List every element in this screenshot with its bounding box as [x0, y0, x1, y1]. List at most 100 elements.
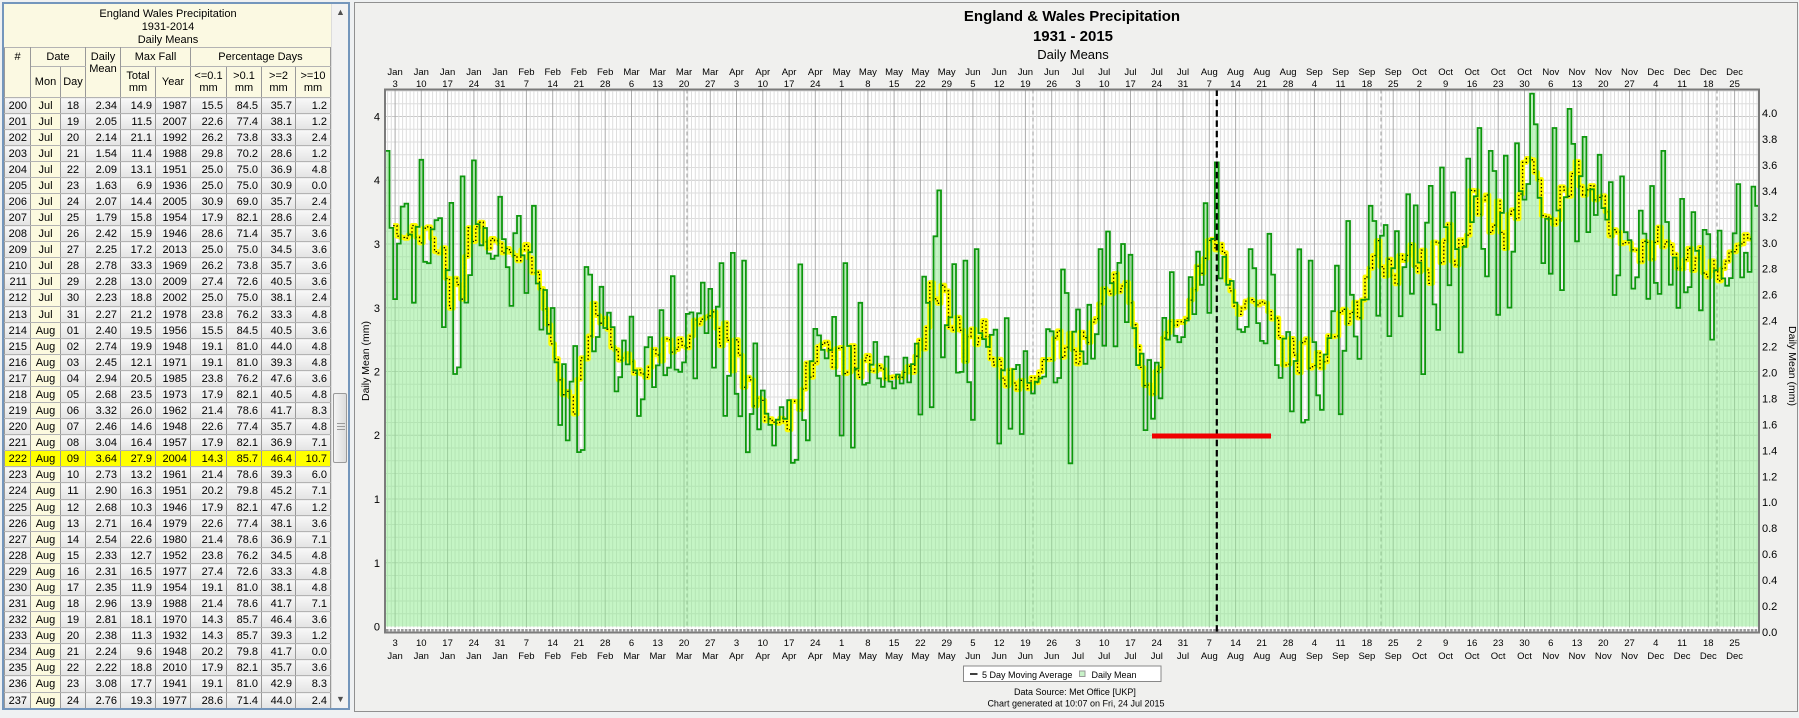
svg-text:24: 24 [1152, 79, 1163, 90]
svg-text:15: 15 [889, 79, 900, 90]
svg-text:27: 27 [1624, 638, 1635, 649]
svg-text:27: 27 [1624, 79, 1635, 90]
svg-text:Jun: Jun [1044, 651, 1059, 662]
svg-text:Apr: Apr [782, 651, 797, 662]
svg-text:1.6: 1.6 [1762, 419, 1777, 431]
svg-text:Mar: Mar [676, 67, 692, 78]
svg-text:30: 30 [1519, 638, 1530, 649]
svg-text:25: 25 [1388, 79, 1399, 90]
svg-text:Jul: Jul [1098, 651, 1110, 662]
svg-text:20: 20 [1598, 79, 1609, 90]
svg-text:2.6: 2.6 [1762, 290, 1777, 302]
svg-text:2: 2 [374, 430, 380, 442]
svg-text:Apr: Apr [755, 651, 770, 662]
svg-text:Jun: Jun [1044, 67, 1059, 78]
svg-text:Nov: Nov [1595, 67, 1612, 78]
svg-text:4: 4 [374, 112, 380, 124]
svg-text:2.8: 2.8 [1762, 264, 1777, 276]
svg-text:May: May [833, 651, 851, 662]
svg-text:Sep: Sep [1306, 67, 1323, 78]
svg-text:24: 24 [469, 638, 480, 649]
svg-text:Feb: Feb [545, 651, 561, 662]
svg-text:Jul: Jul [1072, 651, 1084, 662]
svg-text:May: May [938, 67, 956, 78]
svg-text:27: 27 [705, 79, 716, 90]
svg-text:Nov: Nov [1595, 651, 1612, 662]
svg-text:Jun: Jun [992, 67, 1007, 78]
svg-text:10: 10 [758, 638, 769, 649]
svg-text:2: 2 [374, 367, 380, 379]
svg-text:Oct: Oct [1491, 67, 1506, 78]
svg-text:Apr: Apr [729, 651, 744, 662]
svg-text:1: 1 [374, 494, 380, 506]
svg-text:Oct: Oct [1491, 651, 1506, 662]
svg-text:25: 25 [1729, 79, 1740, 90]
svg-text:Oct: Oct [1438, 67, 1453, 78]
svg-text:17: 17 [784, 79, 795, 90]
svg-text:0.6: 0.6 [1762, 549, 1777, 561]
svg-text:Feb: Feb [518, 67, 534, 78]
svg-text:Daily Mean (mm): Daily Mean (mm) [360, 321, 372, 401]
svg-text:1: 1 [839, 79, 844, 90]
svg-text:11: 11 [1677, 79, 1687, 90]
svg-text:3: 3 [392, 638, 397, 649]
svg-text:May: May [938, 651, 956, 662]
svg-text:24: 24 [810, 79, 821, 90]
svg-text:6: 6 [629, 79, 634, 90]
svg-text:19: 19 [1020, 79, 1031, 90]
svg-text:22: 22 [915, 638, 926, 649]
svg-text:Oct: Oct [1465, 67, 1480, 78]
svg-text:4: 4 [1312, 638, 1317, 649]
svg-text:Daily Mean: Daily Mean [1092, 670, 1137, 680]
svg-text:Daily Means: Daily Means [1037, 47, 1109, 62]
svg-text:Feb: Feb [597, 67, 613, 78]
svg-text:3.4: 3.4 [1762, 186, 1777, 198]
svg-text:1.0: 1.0 [1762, 497, 1777, 509]
svg-text:Feb: Feb [571, 67, 587, 78]
svg-text:Aug: Aug [1201, 651, 1218, 662]
svg-text:Sep: Sep [1306, 651, 1323, 662]
svg-text:Dec: Dec [1726, 651, 1743, 662]
svg-text:Nov: Nov [1621, 651, 1638, 662]
svg-text:30: 30 [1519, 79, 1530, 90]
svg-text:21: 21 [1257, 79, 1268, 90]
svg-text:9: 9 [1443, 638, 1448, 649]
svg-text:3: 3 [1075, 79, 1080, 90]
svg-text:31: 31 [1178, 79, 1189, 90]
svg-text:26: 26 [1046, 638, 1057, 649]
svg-text:Mar: Mar [702, 651, 718, 662]
svg-text:13: 13 [652, 638, 663, 649]
svg-text:Aug: Aug [1253, 651, 1270, 662]
svg-text:Apr: Apr [808, 67, 823, 78]
svg-text:Jul: Jul [1151, 651, 1163, 662]
svg-text:24: 24 [1152, 638, 1163, 649]
svg-text:Aug: Aug [1253, 67, 1270, 78]
svg-text:Apr: Apr [782, 67, 797, 78]
svg-text:28: 28 [1283, 638, 1294, 649]
svg-text:10: 10 [758, 79, 769, 90]
svg-text:Apr: Apr [755, 67, 770, 78]
svg-text:2.0: 2.0 [1762, 368, 1777, 380]
svg-text:Dec: Dec [1700, 651, 1717, 662]
svg-text:17: 17 [1125, 638, 1136, 649]
svg-text:Mar: Mar [676, 651, 692, 662]
svg-text:Jun: Jun [992, 651, 1007, 662]
svg-text:3: 3 [1075, 638, 1080, 649]
svg-text:0.0: 0.0 [1762, 627, 1777, 639]
svg-text:Oct: Oct [1412, 651, 1427, 662]
svg-text:0.2: 0.2 [1762, 601, 1777, 613]
svg-text:Jan: Jan [414, 651, 429, 662]
svg-text:13: 13 [652, 79, 663, 90]
svg-text:3.6: 3.6 [1762, 160, 1777, 172]
svg-text:Jul: Jul [1124, 67, 1136, 78]
svg-text:Oct: Oct [1465, 651, 1480, 662]
svg-text:Jul: Jul [1124, 651, 1136, 662]
svg-text:Jan: Jan [492, 651, 507, 662]
svg-text:3.2: 3.2 [1762, 212, 1777, 224]
svg-text:31: 31 [495, 638, 506, 649]
svg-text:18: 18 [1362, 79, 1373, 90]
svg-text:May: May [911, 67, 929, 78]
svg-text:5: 5 [970, 79, 975, 90]
svg-text:1.4: 1.4 [1762, 445, 1777, 457]
svg-text:Jul: Jul [1177, 651, 1189, 662]
